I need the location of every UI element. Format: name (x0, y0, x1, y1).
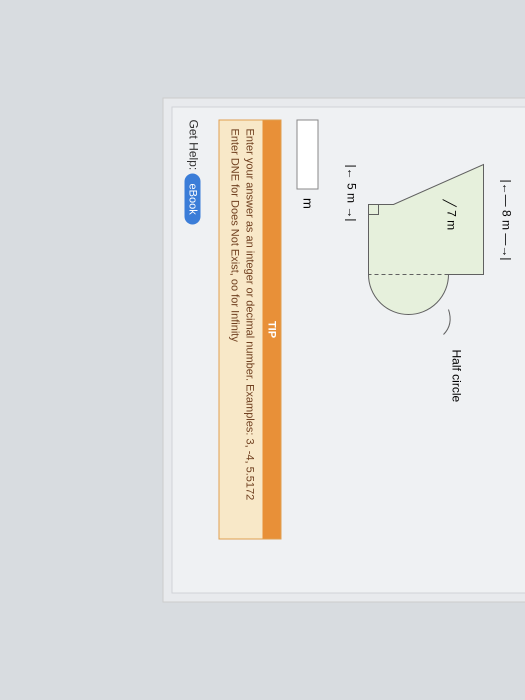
answer-input[interactable] (297, 120, 319, 190)
help-row: Get Help: eBook (185, 120, 201, 581)
help-label: Get Help: (187, 120, 201, 171)
tip-line1: Enter your answer as an integer or decim… (241, 129, 256, 531)
tip-header: TIP (263, 121, 281, 539)
ebook-button[interactable]: eBook (185, 174, 201, 225)
tip-line2: Enter DNE for Does Not Exist, oo for Inf… (226, 129, 241, 531)
question-panel: Due in 1 hours, 50 minutes. Due Sun 12/2… (172, 107, 525, 594)
tip-box: TIP Enter your answer as an integer or d… (219, 120, 282, 540)
dimension-5m: |← 5 m →| (345, 165, 359, 222)
figure-diagram: |←— 8 m —→| ╱ 7 m Half circle |← 5 m →| (334, 120, 514, 440)
tip-body: Enter your answer as an integer or decim… (220, 121, 263, 539)
answer-unit: m (301, 198, 316, 209)
dimension-8m: |←— 8 m —→| (500, 180, 514, 261)
dimension-7m: ╱ 7 m (445, 200, 459, 231)
figure-shape (359, 160, 489, 400)
page-container: Due in 1 hours, 50 minutes. Due Sun 12/2… (163, 98, 525, 603)
half-circle-label: Half circle (450, 350, 464, 403)
answer-row: m (297, 120, 319, 581)
